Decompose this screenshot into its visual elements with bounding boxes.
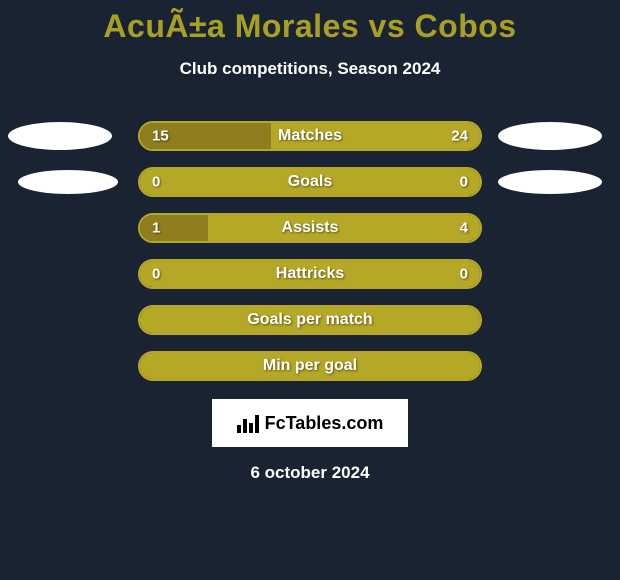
avatar-right [498,122,602,150]
bar-left-fill [140,215,208,241]
stat-bar: Assists 1 4 [138,213,482,243]
stat-bar: Goals 0 0 [138,167,482,197]
stat-value-left: 1 [152,220,160,237]
avatar-left [18,170,118,194]
stat-value-right: 0 [460,174,468,191]
stat-rows: Matches1524Goals00Assists14Hattricks00Go… [0,121,620,381]
stat-bar: Goals per match [138,305,482,335]
title-text: AcuÃ±a Morales vs Cobos [103,8,516,44]
stat-bar: Matches 15 24 [138,121,482,151]
stat-label: Assists [282,219,339,237]
bar-right-fill [208,215,480,241]
page-title: AcuÃ±a Morales vs Cobos [0,8,620,45]
stat-label: Min per goal [263,357,357,375]
stat-value-right: 4 [460,220,468,237]
stat-row: Min per goal [0,351,620,381]
subtitle: Club competitions, Season 2024 [0,59,620,79]
logo-text: FcTables.com [265,413,384,434]
stat-value-right: 24 [451,128,468,145]
stat-row: Goals per match [0,305,620,335]
stat-row: Assists 1 4 [0,213,620,243]
stat-label: Goals [288,173,332,191]
stat-label: Goals per match [247,311,372,329]
stat-value-left: 0 [152,266,160,283]
source-logo: FcTables.com [212,399,408,447]
stat-label: Matches [278,127,342,145]
stat-label: Hattricks [276,265,344,283]
avatar-right [498,170,602,194]
comparison-card: AcuÃ±a Morales vs Cobos Club competition… [0,0,620,483]
stat-row: Goals 0 0 [0,167,620,197]
stat-row: Hattricks 0 0 [0,259,620,289]
stat-value-left: 15 [152,128,169,145]
stat-value-left: 0 [152,174,160,191]
avatar-left [8,122,112,150]
bars-icon [237,413,259,433]
date-text: 6 october 2024 [0,463,620,483]
stat-bar: Hattricks 0 0 [138,259,482,289]
stat-value-right: 0 [460,266,468,283]
stat-bar: Min per goal [138,351,482,381]
stat-row: Matches 15 24 [0,121,620,151]
